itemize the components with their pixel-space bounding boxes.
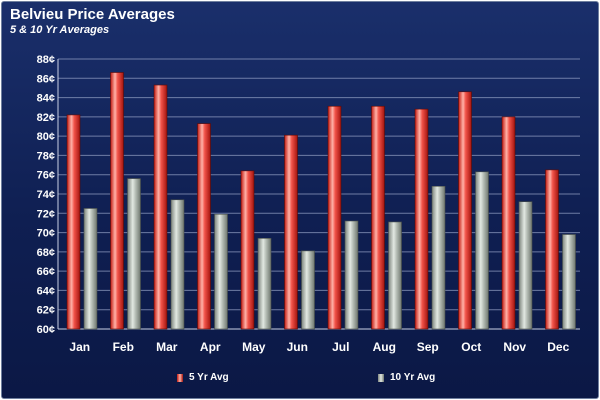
bar-10-yr-avg-feb bbox=[127, 178, 141, 330]
legend-label: 10 Yr Avg bbox=[390, 372, 436, 383]
x-axis-ticks: Jan Feb Mar Apr May Jun Jul Aug Sep Oct Nov Dec bbox=[69, 340, 569, 354]
gridlines bbox=[57, 58, 580, 330]
y-tick-label: 70¢ bbox=[37, 228, 55, 240]
y-tick-label: 78¢ bbox=[37, 150, 55, 162]
bar-10-yr-avg-sep bbox=[431, 185, 446, 330]
y-tick-label: 72¢ bbox=[37, 208, 55, 220]
y-tick-label: 76¢ bbox=[37, 170, 55, 182]
bar-5-yr-avg-mar bbox=[153, 84, 168, 330]
y-tick-label: 64¢ bbox=[37, 285, 55, 297]
y-tick-label: 82¢ bbox=[37, 112, 55, 124]
y-tick-label: 88¢ bbox=[37, 54, 55, 66]
x-tick-label: Sep bbox=[417, 340, 439, 354]
bar-10-yr-avg-apr bbox=[214, 213, 228, 330]
bar-5-yr-avg-jan bbox=[66, 114, 81, 330]
y-tick-label: 86¢ bbox=[37, 73, 55, 85]
bar-5-yr-avg-apr bbox=[197, 123, 211, 330]
x-tick-label: Aug bbox=[373, 340, 396, 354]
y-tick-label: 66¢ bbox=[37, 266, 55, 278]
x-tick-label: May bbox=[242, 340, 266, 354]
bar-5-yr-avg-feb bbox=[110, 72, 124, 330]
legend: 5 Yr Avg 10 Yr Avg bbox=[2, 372, 598, 390]
bar-10-yr-avg-oct bbox=[475, 171, 489, 330]
x-tick-label: Jan bbox=[69, 340, 90, 354]
bar-5-yr-avg-oct bbox=[458, 91, 472, 330]
bar-5-yr-avg-may bbox=[240, 170, 255, 330]
legend-label: 5 Yr Avg bbox=[189, 372, 229, 383]
y-tick-label: 68¢ bbox=[37, 247, 55, 259]
legend-item-5-yr-avg: 5 Yr Avg bbox=[177, 372, 229, 383]
bars bbox=[66, 72, 576, 330]
legend-swatch-10-yr-avg bbox=[378, 373, 384, 382]
y-tick-label: 80¢ bbox=[37, 131, 55, 143]
bar-10-yr-avg-mar bbox=[170, 199, 185, 330]
y-tick-label: 74¢ bbox=[37, 189, 55, 201]
bar-10-yr-avg-aug bbox=[388, 221, 402, 330]
x-tick-label: Oct bbox=[461, 340, 481, 354]
y-tick-label: 84¢ bbox=[37, 93, 55, 105]
chart-subtitle: 5 & 10 Yr Averages bbox=[10, 24, 110, 36]
bar-10-yr-avg-dec bbox=[562, 234, 576, 330]
bar-5-yr-avg-nov bbox=[501, 116, 516, 330]
x-tick-label: Nov bbox=[503, 340, 526, 354]
bar-5-yr-avg-sep bbox=[414, 108, 429, 330]
y-axis-ticks: 60¢ 62¢ 64¢ 66¢ 68¢ 70¢ 72¢ 74¢ 76¢ 78¢ 80¢ 82¢ 84¢ 8… bbox=[37, 54, 55, 336]
bar-5-yr-avg-aug bbox=[371, 105, 385, 330]
x-tick-label: Dec bbox=[547, 340, 569, 354]
legend-swatch-5-yr-avg bbox=[177, 373, 183, 382]
chart-title: Belvieu Price Averages bbox=[10, 6, 175, 23]
bar-10-yr-avg-nov bbox=[518, 201, 533, 330]
bar-10-yr-avg-may bbox=[257, 238, 272, 330]
y-tick-label: 62¢ bbox=[37, 305, 55, 317]
x-tick-label: Apr bbox=[200, 340, 221, 354]
legend-item-10-yr-avg: 10 Yr Avg bbox=[378, 372, 435, 383]
bar-5-yr-avg-jun bbox=[284, 134, 298, 330]
x-tick-label: Jul bbox=[332, 340, 349, 354]
bar-10-yr-avg-jul bbox=[344, 220, 359, 330]
bar-5-yr-avg-jul bbox=[327, 105, 342, 330]
x-tick-label: Jun bbox=[287, 340, 308, 354]
bar-5-yr-avg-dec bbox=[545, 169, 559, 330]
x-tick-label: Feb bbox=[113, 340, 134, 354]
bar-10-yr-avg-jun bbox=[301, 250, 315, 330]
x-tick-label: Mar bbox=[156, 340, 178, 354]
bar-10-yr-avg-jan bbox=[83, 208, 98, 330]
y-tick-label: 60¢ bbox=[37, 324, 55, 336]
